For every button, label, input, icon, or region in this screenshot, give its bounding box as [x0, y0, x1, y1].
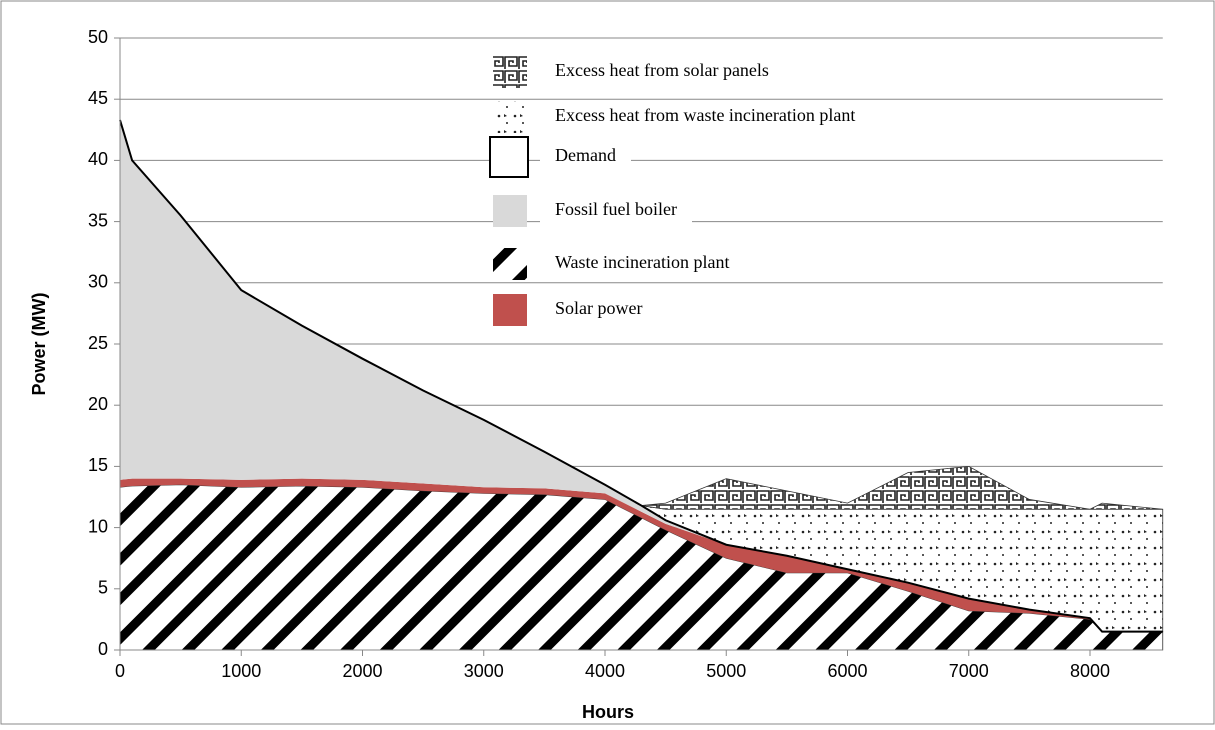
- y-tick-label: 40: [88, 149, 108, 169]
- y-tick-label: 25: [88, 333, 108, 353]
- y-tick-label: 10: [88, 516, 108, 536]
- x-tick-label: 0: [115, 661, 125, 681]
- legend-swatch: [493, 101, 527, 133]
- x-tick-label: 6000: [827, 661, 867, 681]
- x-tick-label: 7000: [949, 661, 989, 681]
- x-tick-label: 2000: [342, 661, 382, 681]
- y-tick-label: 50: [88, 27, 108, 47]
- legend-bg: [540, 104, 871, 130]
- line: [119, 119, 1163, 633]
- y-tick-label: 45: [88, 88, 108, 108]
- legend-bg: [540, 251, 745, 277]
- legend-label: Excess heat from solar panels: [555, 60, 769, 80]
- legend-label: Solar power: [555, 298, 642, 318]
- x-axis-title: Hours: [582, 702, 634, 722]
- y-tick-label: 30: [88, 272, 108, 292]
- area: [120, 120, 1163, 632]
- legend-label: Demand: [555, 145, 616, 165]
- y-tick-label: 20: [88, 394, 108, 414]
- legend-label: Fossil fuel boiler: [555, 199, 677, 219]
- legend-swatch: [493, 294, 527, 326]
- x-tick-label: 5000: [706, 661, 746, 681]
- y-axis-title: Power (MW): [29, 293, 49, 396]
- y-tick-label: 35: [88, 210, 108, 230]
- legend-bg: [540, 297, 658, 323]
- legend-label: Waste incineration plant: [555, 252, 730, 272]
- legend-bg: [540, 144, 631, 170]
- legend-bg: [540, 198, 692, 224]
- legend-bg: [540, 59, 784, 85]
- y-tick-label: 0: [98, 639, 108, 659]
- legend-label: Excess heat from waste incineration plan…: [555, 105, 855, 125]
- x-tick-label: 3000: [464, 661, 504, 681]
- x-tick-label: 4000: [585, 661, 625, 681]
- y-tick-label: 15: [88, 455, 108, 475]
- legend-swatch: [493, 248, 527, 280]
- legend-swatch: [489, 136, 529, 178]
- legend-swatch: [493, 195, 527, 227]
- y-tick-label: 5: [98, 578, 108, 598]
- x-tick-label: 1000: [221, 661, 261, 681]
- x-tick-label: 8000: [1070, 661, 1110, 681]
- legend-swatch: [493, 56, 527, 88]
